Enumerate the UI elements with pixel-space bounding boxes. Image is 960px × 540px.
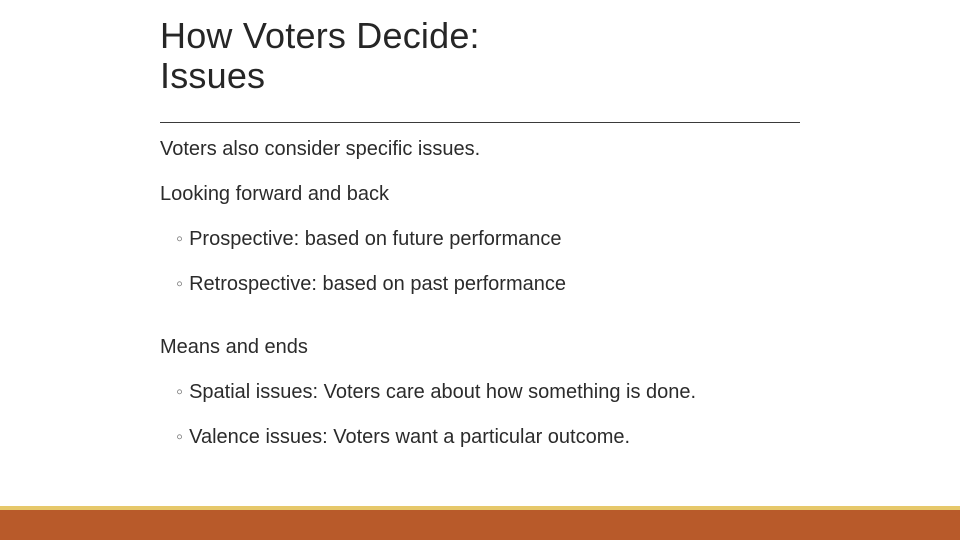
title-divider [160,122,800,123]
title-line-1: How Voters Decide: [160,15,480,56]
bullet-item: ◦ Prospective: based on future performanc… [160,226,810,253]
title-line-2: Issues [160,55,265,96]
bullet-glyph-icon: ◦ [176,379,183,406]
bullet-text: Prospective: based on future performance [189,228,561,250]
slide-body: Voters also consider specific issues. Lo… [160,136,810,469]
section-heading: Looking forward and back [160,181,810,208]
accent-band [0,510,960,540]
slide-title: How Voters Decide: Issues [160,16,800,97]
bullet-glyph-icon: ◦ [176,226,183,253]
spacer [160,316,810,334]
bullet-text: Valence issues: Voters want a particular… [189,426,630,448]
intro-text: Voters also consider specific issues. [160,136,810,163]
bullet-item: ◦ Valence issues: Voters want a particula… [160,424,810,451]
bullet-glyph-icon: ◦ [176,424,183,451]
slide: How Voters Decide: Issues Voters also co… [0,0,960,540]
bullet-text: Retrospective: based on past performance [189,273,566,295]
bullet-item: ◦ Spatial issues: Voters care about how s… [160,379,810,406]
bullet-glyph-icon: ◦ [176,271,183,298]
section-heading: Means and ends [160,334,810,361]
bullet-text: Spatial issues: Voters care about how so… [189,381,696,403]
bullet-item: ◦ Retrospective: based on past performanc… [160,271,810,298]
